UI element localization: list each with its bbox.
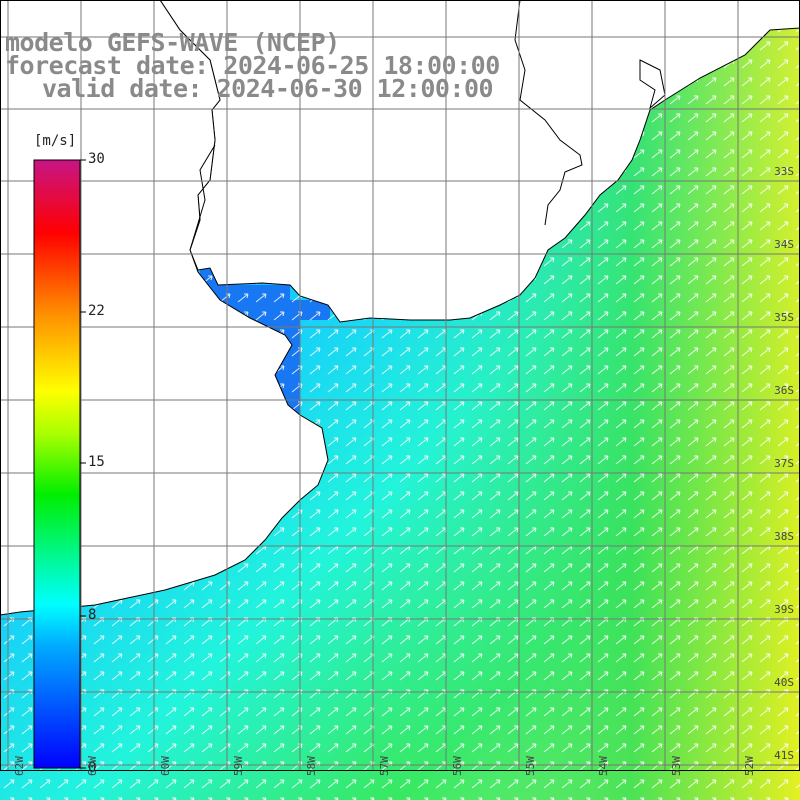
colorbar-unit: [m/s]	[34, 133, 77, 149]
forecast-date: forecast date: 2024-06-25 18:00:00	[5, 51, 500, 80]
lat-label: 37S	[774, 457, 794, 470]
colorbar-tick: 30	[88, 151, 105, 167]
lat-label: 38S	[774, 530, 794, 543]
lat-label: 40S	[774, 676, 794, 689]
lat-label: 34S	[774, 238, 794, 251]
colorbar-tick: 0	[88, 760, 97, 776]
border-line-2	[189, 144, 216, 251]
lat-label: 36S	[774, 384, 794, 397]
lon-label: 56W	[451, 756, 464, 776]
lat-lon-grid	[0, 0, 800, 770]
colorbar	[33, 159, 81, 769]
valid-date: valid date: 2024-06-30 12:00:00	[42, 74, 494, 103]
lon-label: 54W	[597, 756, 610, 776]
lon-label: 62W	[13, 756, 26, 776]
lon-label: 55W	[524, 756, 537, 776]
lon-label: 60W	[159, 756, 172, 776]
lat-label: 41S	[774, 749, 794, 762]
land-south	[0, 0, 329, 616]
colorbar-tick: 22	[88, 303, 105, 319]
colorbar-tick: 15	[88, 454, 105, 470]
border-line	[514, 0, 583, 226]
lon-label: 53W	[670, 756, 683, 776]
lat-label: 33S	[774, 165, 794, 178]
lat-label: 35S	[774, 311, 794, 324]
lon-label: 57W	[378, 756, 391, 776]
land-lagoon	[639, 59, 666, 110]
lon-label: 61W	[86, 756, 99, 776]
lat-label: 39S	[774, 603, 794, 616]
lon-label: 52W	[743, 756, 756, 776]
map-title: modelo GEFS-WAVE (NCEP)	[5, 28, 340, 57]
lon-label: 58W	[305, 756, 318, 776]
colorbar-tick: 8	[88, 607, 97, 623]
lon-label: 59W	[232, 756, 245, 776]
